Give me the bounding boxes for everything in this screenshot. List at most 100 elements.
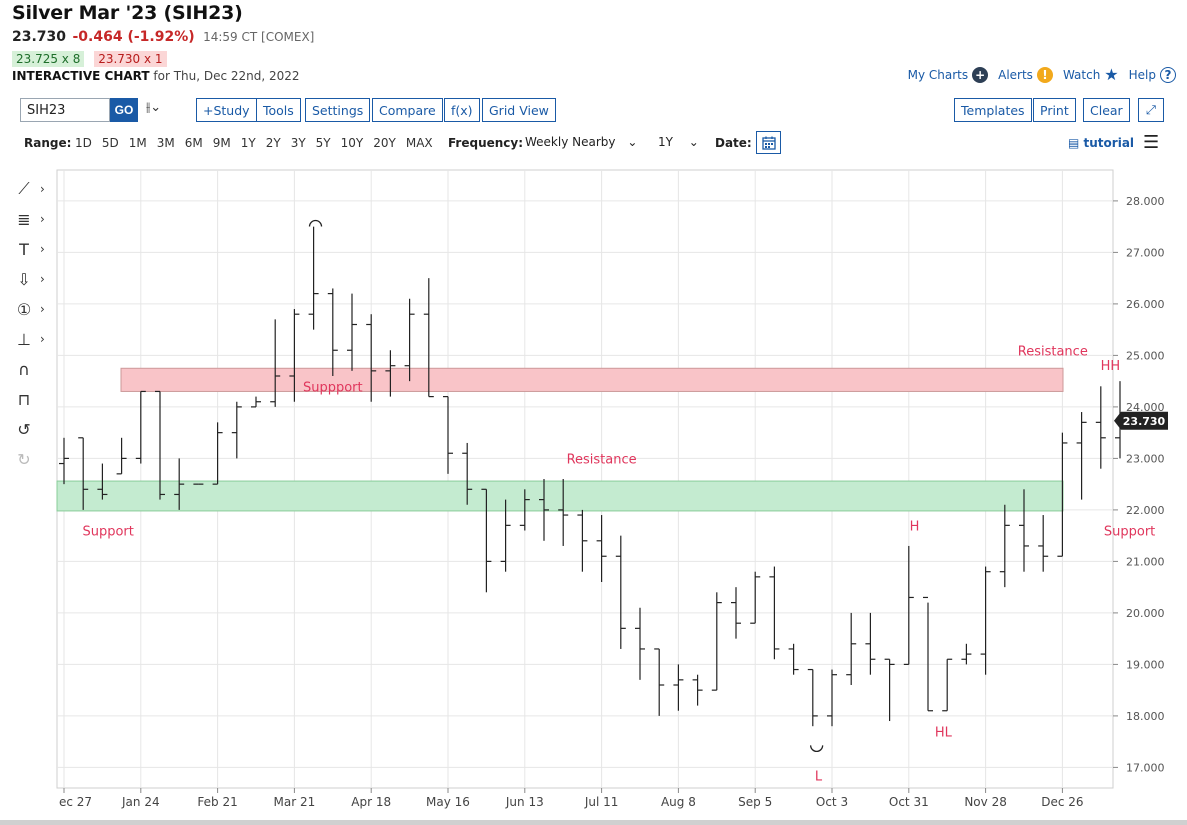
alert-icon: ! [1036, 67, 1053, 83]
x-tick-label: Apr 18 [351, 795, 391, 809]
range-option-1d[interactable]: 1D [75, 136, 92, 150]
range-option-5d[interactable]: 5D [101, 136, 119, 150]
x-tick-label: Jun 13 [505, 795, 544, 809]
chart-annotation: Suppport [303, 380, 363, 395]
my-charts-link[interactable]: My Charts + [908, 67, 989, 83]
range-bar: Range: 1D 5D 1M 3M 6M 9M 1Y 2Y 3Y 5Y 10Y 20Y MAX Fre… [0, 128, 1187, 158]
arrow-tool[interactable]: ⇩ › [12, 266, 54, 292]
chart-annotation: Resistance [567, 453, 637, 468]
compare-button[interactable]: Compare [372, 98, 443, 122]
go-button[interactable]: GO [110, 98, 138, 122]
ohlc-bar [577, 509, 588, 572]
menu-icon[interactable]: ☰ [1143, 132, 1160, 153]
my-charts-label: My Charts [907, 68, 969, 82]
magnet-tool[interactable]: ∩ [12, 356, 54, 382]
ohlc-bar [827, 669, 837, 727]
expand-button[interactable]: ⤢ [1138, 98, 1164, 122]
frequency-value: Weekly Nearby [525, 135, 616, 149]
ohlc-bar [539, 479, 549, 541]
measure-tool[interactable]: ⊥ › [12, 326, 54, 352]
x-tick-label: Oct 31 [889, 795, 929, 809]
range-option-20y[interactable]: 20Y [373, 136, 396, 150]
fx-button[interactable]: f(x) [444, 98, 480, 122]
range-option-3y[interactable]: 3Y [290, 136, 306, 150]
range-options: 1D 5D 1M 3M 6M 9M 1Y 2Y 3Y 5Y 10Y 20Y MAX [75, 136, 433, 150]
page-title: Silver Mar '23 (SIH23) [12, 2, 243, 24]
period-dropdown[interactable]: 1Y ⌄ [658, 135, 699, 149]
study-button[interactable]: +Study [196, 98, 257, 122]
chevron-down-icon: ⌄ [627, 135, 638, 149]
ohlc-bar [231, 401, 242, 459]
line-tool[interactable]: ⟋ › [12, 176, 54, 202]
range-label: Range: [24, 136, 72, 150]
chevron-down-icon: ⌄ [688, 135, 699, 149]
tools-button[interactable]: Tools [256, 98, 301, 122]
plus-circle-icon: + [972, 67, 989, 83]
chevron-right-icon: › [40, 272, 45, 286]
x-tick-label: Feb 21 [197, 795, 237, 809]
calendar-button[interactable] [756, 131, 781, 154]
chart-annotation: Support [82, 525, 133, 540]
lock-tool[interactable]: ⊓ [12, 386, 54, 412]
ohlc-bar [423, 278, 434, 398]
last-price: 23.730 [12, 29, 67, 45]
undo-tool[interactable]: ↺ [12, 416, 54, 442]
resistance-zone [120, 367, 1064, 392]
ohlc-bar [289, 309, 300, 402]
symbol-input[interactable] [20, 98, 110, 122]
swing-bottom-mark [809, 745, 824, 753]
range-option-3m[interactable]: 3M [156, 136, 175, 150]
range-option-10y[interactable]: 10Y [340, 136, 364, 150]
ohlc-bar [404, 298, 415, 382]
chart-annotation: HL [935, 726, 953, 741]
print-button[interactable]: Print [1033, 98, 1076, 122]
calendar-icon [761, 136, 776, 150]
range-option-5y[interactable]: 5Y [315, 136, 331, 150]
range-option-2y[interactable]: 2Y [265, 136, 281, 150]
scrollbar-track[interactable] [0, 820, 1187, 825]
range-option-6m[interactable]: 6M [184, 136, 203, 150]
ohlc-bar [942, 658, 953, 712]
film-icon: ▤ [1068, 136, 1080, 150]
y-tick-label: 27.000 [1126, 246, 1165, 259]
chart-toolbar: GO ⫲⌄ +Study Tools Settings Compare f(x)… [0, 94, 1187, 126]
number-tool[interactable]: ① › [12, 296, 54, 322]
plot-area [56, 169, 1114, 789]
grid-view-button[interactable]: Grid View [482, 98, 556, 122]
templates-button[interactable]: Templates [954, 98, 1032, 122]
x-tick-label: May 16 [426, 795, 470, 809]
redo-tool[interactable]: ↻ [12, 446, 54, 472]
range-option-max[interactable]: MAX [405, 136, 433, 150]
ohlc-bar [1057, 432, 1068, 557]
x-tick-label: Dec 26 [1041, 795, 1083, 809]
x-tick-label: Sep 5 [738, 795, 772, 809]
help-link[interactable]: Help ? [1129, 67, 1176, 83]
watch-link[interactable]: Watch ★ [1063, 67, 1119, 83]
bar-type-dropdown[interactable]: ⫲⌄ [146, 100, 162, 115]
range-option-9m[interactable]: 9M [212, 136, 231, 150]
ohlc-bar [1076, 412, 1087, 500]
ohlc-bar [596, 515, 607, 582]
arrow-icon: ⇩ [17, 269, 31, 289]
fib-tool[interactable]: ≣ › [12, 206, 54, 232]
tutorial-link[interactable]: ▤ tutorial [1068, 136, 1134, 150]
ohlc-bar [174, 458, 185, 510]
drawing-tools-sidebar: ⟋ › ≣ › T › ⇩ › ① › ⊥ › ∩ ⊓ ↺ ↻ [12, 176, 54, 476]
x-tick-label: Mar 21 [274, 795, 316, 809]
swing-top-mark [308, 219, 323, 227]
y-tick-label: 22.000 [1126, 504, 1165, 517]
ohlc-bar [212, 422, 223, 485]
clear-button[interactable]: Clear [1083, 98, 1130, 122]
frequency-dropdown[interactable]: Weekly Nearby ⌄ [525, 135, 637, 149]
ohlc-bar [673, 664, 684, 711]
range-option-1y[interactable]: 1Y [240, 136, 256, 150]
settings-button[interactable]: Settings [305, 98, 371, 122]
text-tool[interactable]: T › [12, 236, 54, 262]
x-tick-label: Nov 28 [964, 795, 1007, 809]
alerts-link[interactable]: Alerts ! [998, 67, 1053, 83]
magnet-icon: ∩ [18, 359, 30, 379]
y-tick-label: 23.000 [1126, 452, 1165, 465]
range-option-1m[interactable]: 1M [128, 136, 147, 150]
ohlc-bar [615, 535, 626, 649]
ask-badge: 23.730 x 1 [94, 51, 167, 67]
